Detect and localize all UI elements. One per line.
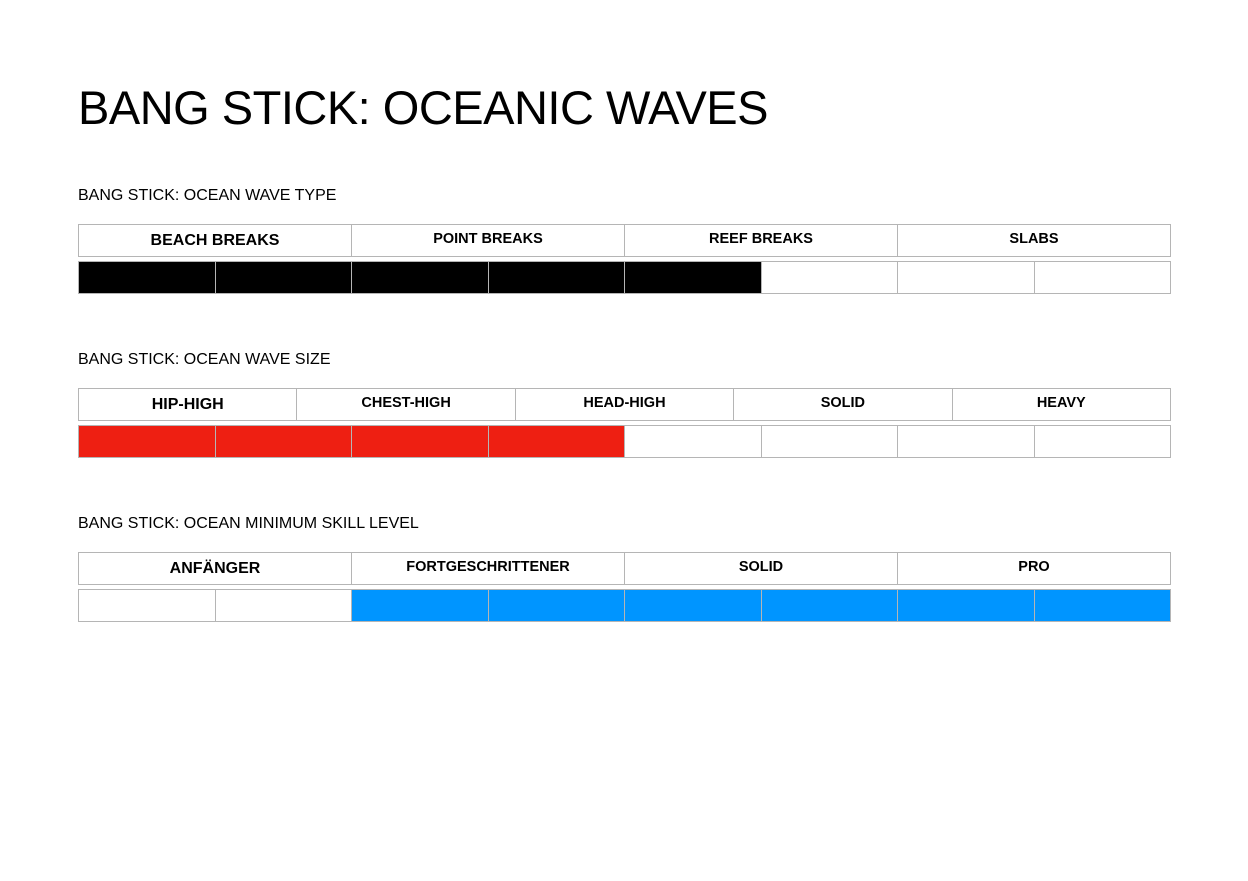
header-cell: POINT BREAKS — [352, 225, 625, 257]
filled-cell — [898, 590, 1035, 622]
table-section: BANG STICK: OCEAN MINIMUM SKILL LEVEL ANF… — [78, 514, 1171, 622]
header-cell: FORTGESCHRITTENER — [352, 553, 625, 585]
filled-cell — [625, 590, 762, 622]
filled-cell — [215, 426, 352, 458]
filled-cell — [352, 262, 489, 294]
filled-cell — [352, 426, 489, 458]
header-row: ANFÄNGER FORTGESCHRITTENER SOLID PRO — [78, 552, 1171, 585]
header-cell: HIP-HIGH — [79, 389, 298, 421]
filled-cell — [625, 262, 762, 294]
rating-row — [78, 425, 1171, 458]
filled-cell — [761, 590, 898, 622]
section-label: BANG STICK: OCEAN MINIMUM SKILL LEVEL — [78, 515, 419, 532]
header-row: HIP-HIGH CHEST-HIGH HEAD-HIGH SOLID HEAVY — [78, 388, 1171, 421]
header-cell: SOLID — [734, 389, 953, 421]
header-cell: BEACH BREAKS — [79, 225, 352, 257]
filled-cell — [79, 426, 216, 458]
empty-cell — [625, 426, 762, 458]
filled-cell — [215, 262, 352, 294]
header-cell: CHEST-HIGH — [297, 389, 516, 421]
empty-cell — [898, 262, 1035, 294]
empty-cell — [761, 262, 898, 294]
filled-cell — [488, 426, 625, 458]
rating-row — [78, 589, 1171, 622]
header-cell: REEF BREAKS — [625, 225, 898, 257]
empty-cell — [761, 426, 898, 458]
empty-cell — [79, 590, 216, 622]
table-section: BANG STICK: OCEAN WAVE SIZE HIP-HIGH CHEST… — [78, 350, 1171, 458]
section-label: BANG STICK: OCEAN WAVE TYPE — [78, 187, 337, 204]
empty-cell — [1034, 262, 1171, 294]
section-label: BANG STICK: OCEAN WAVE SIZE — [78, 351, 331, 368]
filled-cell — [488, 590, 625, 622]
header-cell: ANFÄNGER — [79, 553, 352, 585]
header-cell: SLABS — [898, 225, 1171, 257]
header-cell: HEAD-HIGH — [515, 389, 735, 421]
page-title: BANG STICK: OCEANIC WAVES — [78, 81, 769, 134]
filled-cell — [79, 262, 216, 294]
rating-row — [78, 261, 1171, 294]
filled-cell — [352, 590, 489, 622]
filled-cell — [488, 262, 625, 294]
header-cell: HEAVY — [952, 389, 1171, 421]
empty-cell — [215, 590, 352, 622]
empty-cell — [898, 426, 1035, 458]
header-cell: SOLID — [625, 553, 898, 585]
empty-cell — [1034, 426, 1171, 458]
header-cell: PRO — [898, 553, 1171, 585]
filled-cell — [1034, 590, 1171, 622]
header-row: BEACH BREAKS POINT BREAKS REEF BREAKS SLABS — [78, 224, 1171, 257]
table-section: BANG STICK: OCEAN WAVE TYPE BEACH BREAKS P… — [78, 186, 1171, 294]
